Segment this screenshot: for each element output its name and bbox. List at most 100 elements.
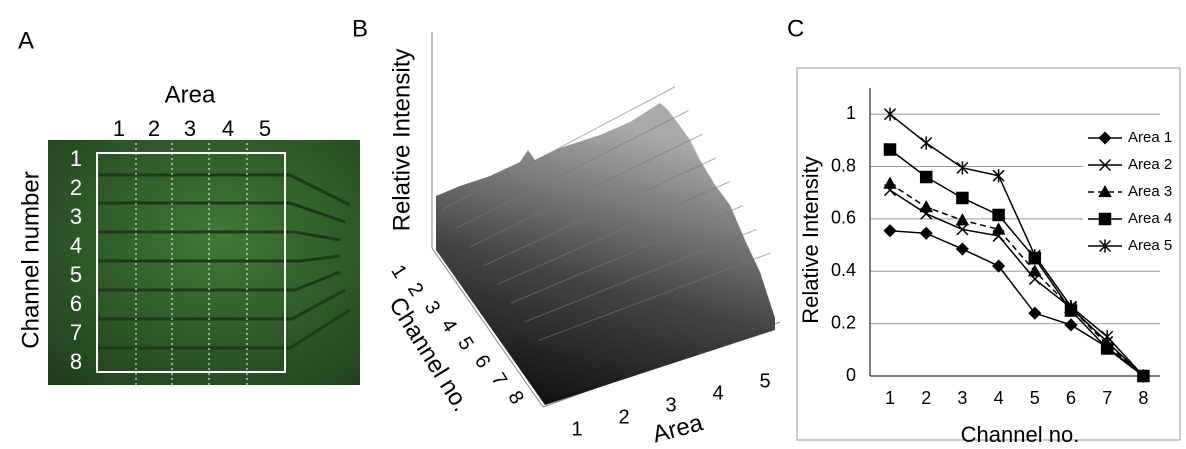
legend-box (1083, 122, 1178, 260)
channel-number: 8 (503, 387, 528, 408)
marker (1100, 342, 1114, 355)
marker (919, 170, 933, 184)
channels-drawing (97, 173, 351, 350)
panel-label: A (18, 27, 34, 54)
legend-marker (1098, 212, 1112, 226)
ridge (483, 157, 716, 267)
y-tick-label: 0 (846, 365, 856, 385)
channel-number: 5 (70, 262, 82, 287)
x-tick-label: 8 (1138, 388, 1148, 408)
x-axis-label: Channel no. (961, 422, 1080, 447)
marker (883, 107, 897, 121)
area-number: 5 (759, 370, 770, 392)
area-number: 2 (618, 406, 629, 428)
marker (956, 161, 969, 175)
marker (1064, 318, 1078, 332)
channel-number: 3 (70, 204, 82, 229)
y-tick-label: 0.4 (831, 260, 856, 280)
channel-number: 1 (386, 261, 411, 282)
channel-number: 7 (70, 320, 82, 345)
area-box (96, 152, 286, 373)
legend-label: Area 3 (1128, 183, 1172, 200)
channel-number: 1 (70, 146, 82, 171)
legend-marker (1098, 158, 1112, 172)
marker (1064, 300, 1078, 314)
axis-label: Channel number (17, 171, 44, 348)
marker (955, 213, 970, 226)
marker (956, 223, 969, 236)
marker (992, 259, 1006, 273)
area-number: 4 (222, 116, 234, 141)
ridge (538, 252, 771, 342)
marker (919, 226, 933, 240)
x-tick-label: 3 (957, 388, 967, 408)
plot: 0 0.2 0.4 0.6 0.8 1 1 2 3 4 5 6 7 8 Area 1 Area 2 Area 3… (831, 88, 1178, 408)
panel-b: B Relative Intensity Channel no. Area 12… (352, 15, 781, 448)
panel-label: B (352, 15, 368, 42)
y-tick-label: 0.2 (831, 312, 856, 332)
marker (919, 200, 933, 213)
marker (920, 136, 933, 150)
channel-number: 3 (420, 297, 445, 318)
axis-line (431, 247, 544, 408)
marker (955, 242, 969, 256)
area-number: 2 (148, 116, 160, 141)
marker (883, 224, 897, 238)
marker (992, 169, 1005, 183)
y-tick-label: 0.6 (831, 208, 856, 228)
series-line (889, 113, 1144, 377)
y-tick-label: 0.8 (831, 155, 856, 175)
legend-marker (1098, 239, 1112, 253)
series-line (889, 189, 1144, 377)
surface (436, 103, 775, 405)
panel-label: C (787, 15, 804, 42)
y-axis-label: Relative Intensity (798, 156, 823, 324)
axis-label: Area (650, 409, 707, 448)
marker (1028, 264, 1042, 277)
ridge (524, 228, 757, 323)
x-tick-label: 2 (921, 388, 931, 408)
channel-number: 6 (70, 291, 82, 316)
legend-label: Area 1 (1128, 129, 1172, 146)
channel-number: 8 (70, 349, 82, 374)
marker (956, 191, 969, 205)
area-number: 5 (259, 116, 271, 141)
channel-number: 7 (487, 369, 512, 390)
x-tick-label: 5 (1030, 388, 1040, 408)
x-tick-label: 7 (1102, 388, 1112, 408)
area-number: 3 (184, 116, 196, 141)
ridge (497, 181, 730, 285)
marker (883, 143, 897, 156)
axis-label: Relative Intensity (388, 49, 415, 232)
legend-label: Area 2 (1128, 156, 1172, 173)
channel-number: 2 (70, 175, 82, 200)
x-tick-label: 6 (1066, 388, 1076, 408)
area-number: 4 (712, 382, 723, 404)
legend-label: Area 4 (1128, 210, 1172, 227)
marker (992, 208, 1005, 222)
ridge (442, 86, 676, 210)
ridge (510, 205, 744, 304)
channel-number: 4 (70, 233, 82, 258)
panel-frame (796, 67, 1181, 441)
marker (1101, 330, 1114, 344)
surface-ridges (442, 86, 771, 342)
marker (1028, 248, 1041, 263)
legend-marker (1098, 184, 1112, 198)
y-tick-label: 1 (846, 103, 856, 123)
area-number: 1 (113, 116, 125, 141)
channel-number: 4 (436, 315, 461, 336)
area-number: 1 (571, 418, 582, 440)
marker (991, 222, 1006, 235)
ridge (469, 133, 703, 248)
area-number: 3 (665, 394, 676, 416)
ridge (456, 110, 689, 229)
x-tick-label: 4 (994, 388, 1004, 408)
axis-label: Area (165, 81, 216, 108)
channel-number: 5 (453, 333, 478, 354)
legend-marker (1098, 131, 1112, 145)
marker (1137, 369, 1150, 383)
channel-number: 6 (470, 351, 495, 372)
